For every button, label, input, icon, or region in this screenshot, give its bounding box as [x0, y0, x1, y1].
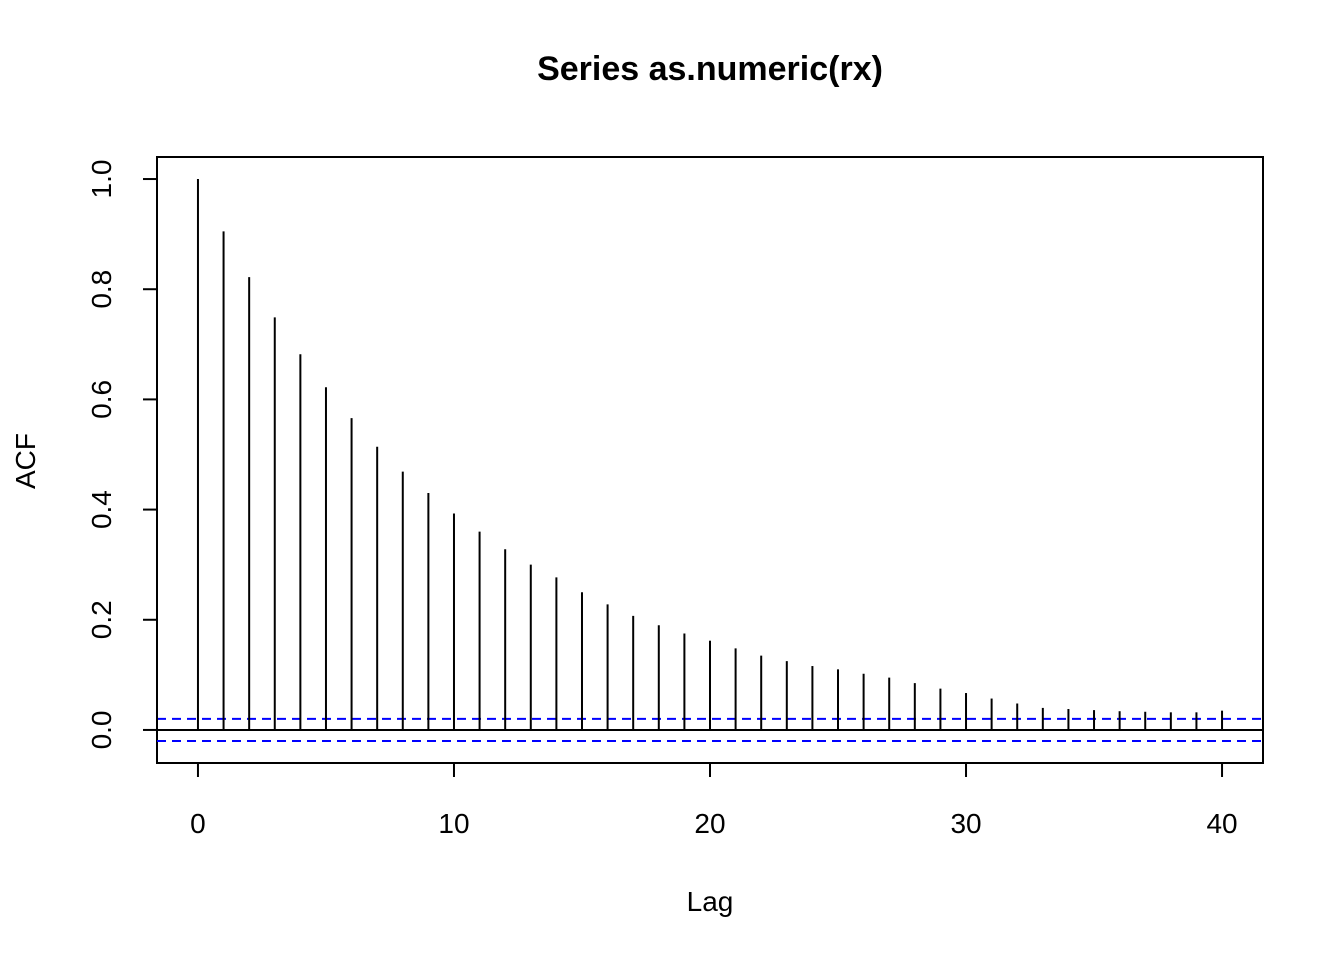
y-axis-label: ACF — [10, 433, 41, 489]
chart-title: Series as.numeric(rx) — [537, 50, 883, 88]
y-tick-label: 0.6 — [86, 380, 117, 419]
y-tick-label: 0.8 — [86, 270, 117, 309]
y-tick-label: 1.0 — [86, 160, 117, 199]
y-tick-label: 0.0 — [86, 710, 117, 749]
x-axis-label: Lag — [687, 886, 734, 917]
x-tick-label: 10 — [438, 808, 469, 839]
plot-area: 0 10 20 30 40 0.0 0.2 0.4 0.6 0.8 1.0 — [86, 156, 1264, 839]
x-tick-label: 0 — [190, 808, 206, 839]
x-tick-label: 40 — [1206, 808, 1237, 839]
x-tick-label: 30 — [950, 808, 981, 839]
y-tick-label: 0.2 — [86, 600, 117, 639]
y-tick-label: 0.4 — [86, 490, 117, 529]
x-tick-label: 20 — [694, 808, 725, 839]
